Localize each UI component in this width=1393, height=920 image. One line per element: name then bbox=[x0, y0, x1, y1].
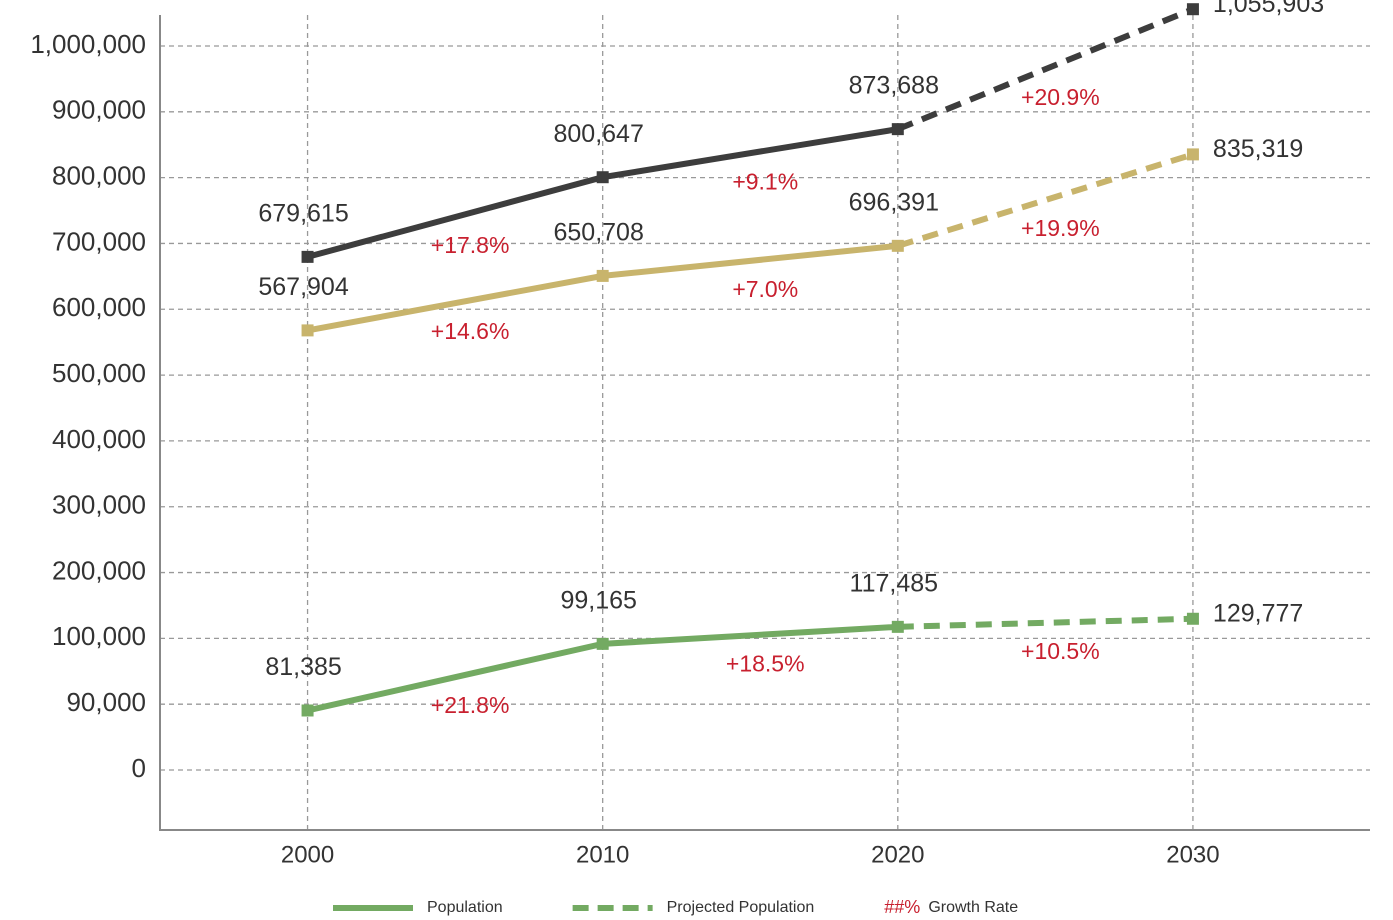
growth-label: +9.1% bbox=[732, 168, 798, 194]
growth-label: +20.9% bbox=[1021, 84, 1100, 110]
data-label: 129,777 bbox=[1213, 599, 1303, 627]
data-label: 117,485 bbox=[850, 569, 939, 597]
y-tick-label: 200,000 bbox=[52, 555, 146, 585]
point bbox=[1186, 612, 1199, 625]
y-tick-label: 100,000 bbox=[52, 621, 146, 651]
point bbox=[1186, 3, 1199, 16]
projected-line bbox=[897, 615, 1194, 630]
point bbox=[891, 239, 904, 252]
growth-label: +14.6% bbox=[431, 318, 510, 344]
data-label: 696,391 bbox=[849, 188, 939, 216]
growth-label: +7.0% bbox=[732, 276, 798, 302]
legend-symbol: ##% bbox=[884, 897, 920, 917]
growth-label: +19.9% bbox=[1021, 215, 1100, 241]
projected-line bbox=[896, 6, 1195, 132]
point bbox=[301, 704, 314, 717]
data-label: 1,055,903 bbox=[1213, 0, 1324, 18]
x-tick-label: 2030 bbox=[1166, 841, 1219, 868]
legend-label: Projected Population bbox=[667, 899, 815, 916]
x-tick-label: 2010 bbox=[576, 841, 629, 868]
x-tick-label: 2020 bbox=[871, 841, 924, 868]
point bbox=[301, 324, 314, 337]
growth-label: +10.5% bbox=[1021, 638, 1100, 664]
point bbox=[301, 250, 314, 263]
y-tick-label: 400,000 bbox=[52, 424, 146, 454]
y-tick-label: 90,000 bbox=[66, 687, 146, 717]
growth-label: +18.5% bbox=[726, 650, 805, 676]
y-tick-label: 900,000 bbox=[52, 95, 146, 125]
y-tick-label: 0 bbox=[132, 753, 146, 783]
y-tick-label: 800,000 bbox=[52, 161, 146, 191]
growth-label: +21.8% bbox=[431, 692, 510, 718]
legend-label: Population bbox=[427, 899, 503, 916]
y-tick-label: 500,000 bbox=[52, 358, 146, 388]
legend-label: Growth Rate bbox=[928, 899, 1018, 916]
data-label: 800,647 bbox=[553, 120, 643, 148]
point bbox=[891, 620, 904, 633]
y-tick-label: 600,000 bbox=[52, 292, 146, 322]
data-label: 567,904 bbox=[258, 273, 348, 301]
data-label: 650,708 bbox=[553, 219, 643, 247]
y-tick-label: 1,000,000 bbox=[30, 29, 146, 59]
data-label: 873,688 bbox=[849, 72, 939, 100]
data-label: 679,615 bbox=[258, 199, 348, 227]
x-tick-label: 2000 bbox=[281, 841, 334, 868]
point bbox=[596, 269, 609, 282]
point bbox=[596, 171, 609, 184]
data-label: 99,165 bbox=[560, 586, 636, 614]
data-label: 81,385 bbox=[265, 653, 341, 681]
data-label: 835,319 bbox=[1213, 135, 1303, 163]
y-tick-label: 300,000 bbox=[52, 490, 146, 520]
growth-label: +17.8% bbox=[431, 232, 510, 258]
y-tick-label: 700,000 bbox=[52, 226, 146, 256]
point bbox=[596, 637, 609, 650]
point bbox=[891, 123, 904, 136]
point bbox=[1186, 148, 1199, 161]
